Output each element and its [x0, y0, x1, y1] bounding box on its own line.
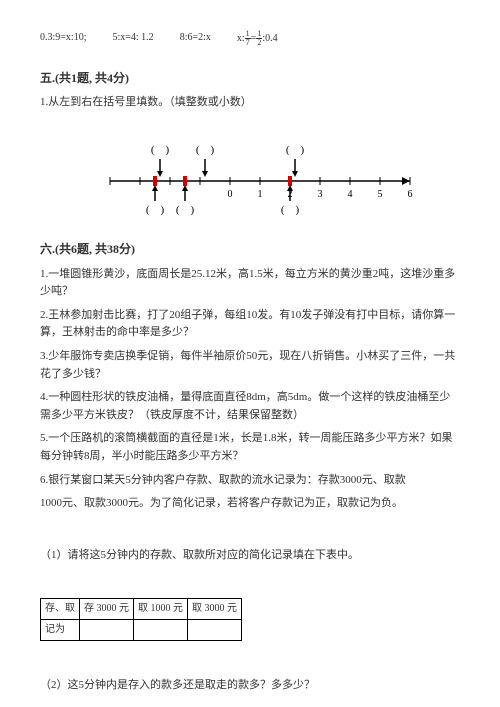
svg-text:( ): ( )	[151, 144, 170, 156]
table-cell	[80, 620, 134, 641]
section-5-heading: 五.(共1题, 共4分)	[40, 69, 460, 88]
table-row: 存、取 存 3000 元 取 1000 元 取 3000 元	[41, 599, 242, 620]
section-6-q6b: 1000元、取款3000元。为了简化记录，若将客户存款记为正，取款记为负。	[40, 495, 460, 513]
section-6-q5: 5.一个压路机的滚筒横截面的直径是1米，长是1.8米，转一周能压路多少平方米？如…	[40, 430, 460, 465]
table-cell	[134, 620, 188, 641]
svg-text:6: 6	[408, 189, 413, 200]
equation-row: 0.3:9=x:10; 5:x=4: 1.2 8:6=2:x x:17=12:0…	[40, 30, 460, 47]
table-cell: 存、取	[41, 599, 80, 620]
svg-text:( ): ( )	[176, 204, 195, 216]
svg-text:( ): ( )	[196, 144, 215, 156]
eq4-post: :0.4	[262, 33, 277, 44]
svg-text:4: 4	[348, 189, 353, 200]
svg-text:0: 0	[228, 189, 233, 200]
section-6-heading: 六.(共6题, 共38分)	[40, 240, 460, 259]
section-5-q1: 1.从左到右在括号里填数。（填整数或小数）	[40, 94, 460, 112]
table-cell	[188, 620, 242, 641]
table-row: 记为	[41, 620, 242, 641]
svg-text:( ): ( )	[146, 204, 165, 216]
eq-3: 8:6=2:x	[180, 30, 211, 47]
number-line-svg: 0123456( )( )( )( )( )( )	[100, 126, 420, 216]
table-cell: 记为	[41, 620, 80, 641]
eq-2: 5:x=4: 1.2	[112, 30, 153, 47]
section-6-q4: 4.一种圆柱形状的铁皮油桶，量得底面直径8dm，高5dm。做一个这样的铁皮油桶至…	[40, 389, 460, 424]
eq4-pre: x:	[237, 33, 245, 44]
record-table: 存、取 存 3000 元 取 1000 元 取 3000 元 记为	[40, 598, 242, 641]
svg-text:( ): ( )	[286, 144, 305, 156]
eq-4: x:17=12:0.4	[237, 30, 278, 47]
section-6-q6a: 6.银行某窗口某天5分钟内客户存款、取款的流水记录为：存款3000元、取款	[40, 472, 460, 490]
table-cell: 取 1000 元	[134, 599, 188, 620]
svg-text:3: 3	[318, 189, 323, 200]
table-cell: 存 3000 元	[80, 599, 134, 620]
svg-text:( ): ( )	[281, 204, 300, 216]
section-6-sub1: （1）请将这5分钟内的存款、取款所对应的简化记录填在下表中。	[40, 547, 460, 565]
section-6-q2: 2.王林参加射击比赛，打了20组子弹，每组10发。有10发子弹没有打中目标，请你…	[40, 307, 460, 342]
section-6-sub2: （2）这5分钟内是存入的款多还是取走的款多？多多少？	[40, 677, 460, 695]
svg-text:1: 1	[258, 189, 263, 200]
number-line: 0123456( )( )( )( )( )( )	[100, 126, 460, 223]
section-6-q3: 3.少年服饰专卖店换季促销，每件半袖原价50元，现在八折销售。小林买了三件，一共…	[40, 348, 460, 383]
eq-1: 0.3:9=x:10;	[40, 30, 86, 47]
section-6-q1: 1.一堆圆锥形黄沙，底面周长是25.12米，高1.5米，每立方米的黄沙重2吨，这…	[40, 266, 460, 301]
svg-text:5: 5	[378, 189, 383, 200]
table-cell: 取 3000 元	[188, 599, 242, 620]
